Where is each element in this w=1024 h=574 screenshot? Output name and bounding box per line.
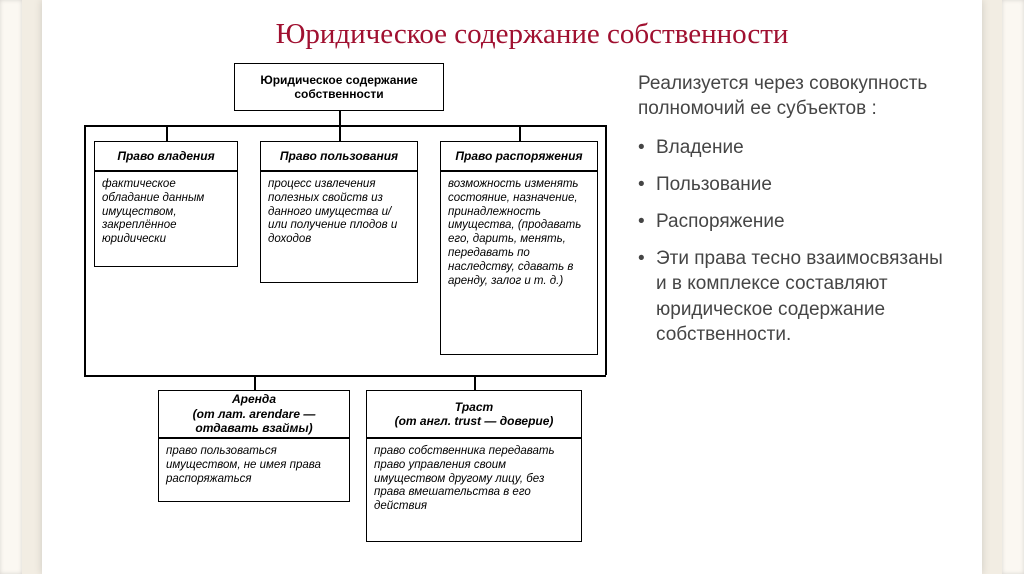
content-row: Юридическое содержание собственности Прав… xyxy=(74,61,950,561)
side-text: Реализуется через совокупность полномочи… xyxy=(638,61,950,561)
branch-header-0: Право владения xyxy=(94,141,238,171)
slide-edge-right xyxy=(1002,0,1024,574)
side-bullet-list: Владение Пользование Распоряжение Эти пр… xyxy=(638,135,950,347)
branch-body-1: процесс извлечения полезных свойств из д… xyxy=(260,171,418,283)
connector-line xyxy=(84,375,606,377)
bottom-header-1: Траст (от англ. trust — доверие) xyxy=(366,390,582,438)
property-diagram: Юридическое содержание собственности Прав… xyxy=(74,61,614,561)
slide-page: Юридическое содержание собственности Юри… xyxy=(42,0,982,574)
bottom-body-0: право пользоваться имуществом, не имея п… xyxy=(158,438,350,502)
branch-body-0: фактическое обладание данным имуществом,… xyxy=(94,171,238,267)
bullet-item: Распоряжение xyxy=(638,209,950,234)
bottom-body-1: право собственника передавать право упра… xyxy=(366,438,582,542)
connector-line xyxy=(339,125,341,141)
branch-header-1: Право пользования xyxy=(260,141,418,171)
connector-line xyxy=(520,125,606,127)
connector-line xyxy=(84,125,520,127)
page-title: Юридическое содержание собственности xyxy=(114,18,950,51)
side-intro: Реализуется через совокупность полномочи… xyxy=(638,71,950,121)
connector-line xyxy=(84,125,86,375)
branch-body-2: возможность изменять состояние, назначен… xyxy=(440,171,598,355)
connector-line xyxy=(474,375,476,390)
bottom-header-0: Аренда (от лат. arendare — отдавать взай… xyxy=(158,390,350,438)
slide-edge-left xyxy=(0,0,22,574)
connector-line xyxy=(339,111,341,125)
bullet-item: Пользование xyxy=(638,172,950,197)
branch-header-2: Право распоряжения xyxy=(440,141,598,171)
root-box: Юридическое содержание собственности xyxy=(234,63,444,111)
connector-line xyxy=(166,125,168,141)
bullet-item: Эти права тесно взаимосвязаны и в компле… xyxy=(638,246,950,346)
connector-line xyxy=(519,125,521,141)
bullet-item: Владение xyxy=(638,135,950,160)
connector-line xyxy=(605,125,607,375)
connector-line xyxy=(254,375,256,390)
